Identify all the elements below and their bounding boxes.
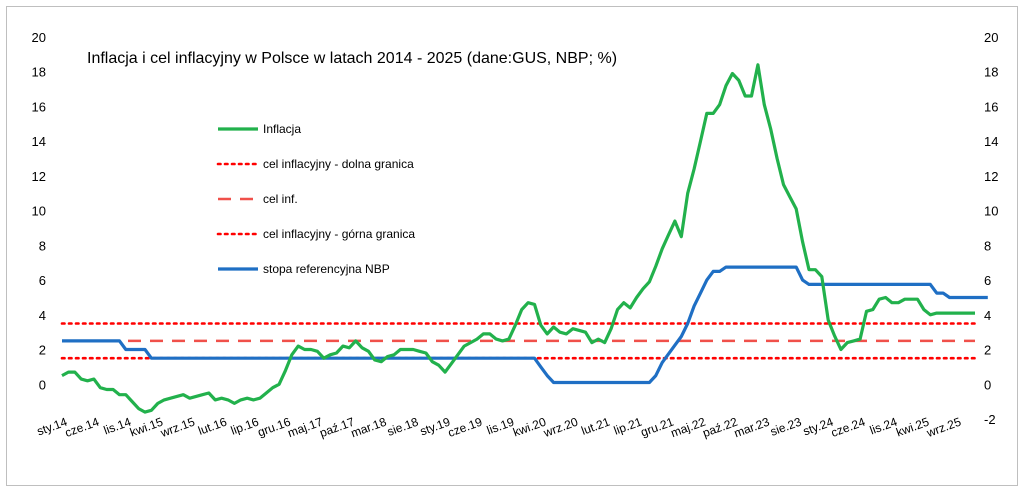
left-y-tick-label: 16 xyxy=(32,99,46,114)
legend-label: cel inflacyjny - dolna granica xyxy=(263,157,414,171)
left-y-tick-label: 4 xyxy=(39,308,46,323)
right-y-axis: -2 0 2 4 6 8 10 12 14 16 18 20 xyxy=(984,30,998,427)
left-y-tick-label: 6 xyxy=(39,273,46,288)
series-line-4 xyxy=(62,265,988,385)
right-y-tick-label: 14 xyxy=(984,134,998,149)
legend-label: cel inf. xyxy=(263,192,298,206)
right-y-tick-label: 18 xyxy=(984,65,998,80)
right-y-tick-label: 16 xyxy=(984,99,998,114)
right-y-tick-label: 12 xyxy=(984,169,998,184)
left-y-tick-label: 18 xyxy=(32,65,46,80)
left-y-tick-label: 0 xyxy=(39,377,46,392)
left-y-tick-label: 2 xyxy=(39,343,46,358)
chart-title: Inflacja i cel inflacyjny w Polsce w lat… xyxy=(87,50,617,67)
right-y-tick-label: 2 xyxy=(984,343,991,358)
left-y-tick-label: 12 xyxy=(32,169,46,184)
left-y-axis: 0 2 4 6 8 10 12 14 16 18 20 xyxy=(32,30,46,392)
right-y-tick-label: 8 xyxy=(984,238,991,253)
left-y-tick-label: 8 xyxy=(39,238,46,253)
right-y-tick-label: 0 xyxy=(984,377,991,392)
legend-label: cel inflacyjny - górna granica xyxy=(263,227,415,241)
left-y-tick-label: 10 xyxy=(32,204,46,219)
legend-label: stopa referencyjna NBP xyxy=(263,262,390,276)
right-y-tick-label: 10 xyxy=(984,204,998,219)
legend: Inflacja cel inflacyjny - dolna granica ce… xyxy=(216,122,415,276)
legend-label: Inflacja xyxy=(263,122,301,136)
series-layer xyxy=(60,63,988,414)
right-y-tick-label: 6 xyxy=(984,273,991,288)
right-y-tick-label: 4 xyxy=(984,308,991,323)
right-y-tick-label: 20 xyxy=(984,30,998,45)
chart-border xyxy=(6,6,1018,486)
right-y-tick-label: -2 xyxy=(984,412,996,427)
series-line-0 xyxy=(61,63,975,414)
left-y-tick-label: 14 xyxy=(32,134,46,149)
left-y-tick-label: 20 xyxy=(32,30,46,45)
